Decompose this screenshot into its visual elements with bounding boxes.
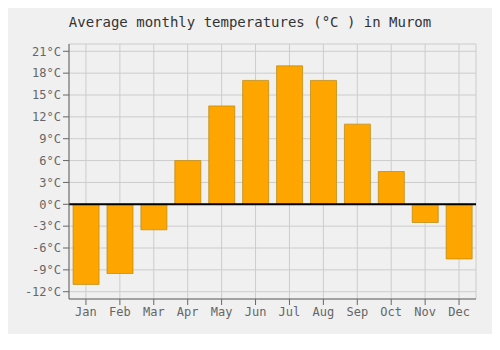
svg-text:Mar: Mar <box>143 305 165 319</box>
html-text:Average monthly temperatures (: Average monthly temperatures (°C ) in Mu… <box>68 14 432 30</box>
svg-text:3°C: 3°C <box>39 176 61 190</box>
svg-text:12°C: 12°C <box>32 110 61 124</box>
svg-text:Apr: Apr <box>177 305 199 319</box>
svg-text:Jan: Jan <box>75 305 97 319</box>
svg-text:18°C: 18°C <box>32 66 61 80</box>
svg-text:-6°C: -6°C <box>32 241 61 255</box>
svg-text:May: May <box>211 305 233 319</box>
svg-text:Jun: Jun <box>245 305 267 319</box>
svg-text:Oct: Oct <box>380 305 402 319</box>
svg-text:6°C: 6°C <box>39 154 61 168</box>
svg-text:21°C: 21°C <box>32 45 61 59</box>
svg-text:Nov: Nov <box>414 305 436 319</box>
svg-text:Sep: Sep <box>346 305 368 319</box>
svg-text:Dec: Dec <box>448 305 470 319</box>
svg-text:Jul: Jul <box>279 305 301 319</box>
svg-text:-12°C: -12°C <box>25 285 61 299</box>
svg-text:Aug: Aug <box>313 305 335 319</box>
svg-text:Feb: Feb <box>109 305 131 319</box>
svg-text:0°C: 0°C <box>39 198 61 212</box>
svg-text:9°C: 9°C <box>39 132 61 146</box>
svg-text:-3°C: -3°C <box>32 219 61 233</box>
svg-text:15°C: 15°C <box>32 88 61 102</box>
svg-text:-9°C: -9°C <box>32 263 61 277</box>
